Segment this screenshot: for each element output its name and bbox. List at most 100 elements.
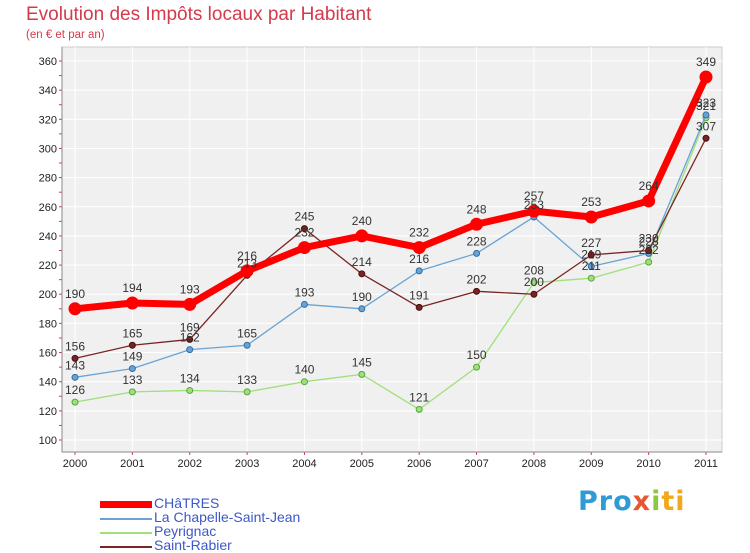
data-point-saint-rabier-2009 [587,251,595,259]
data-label-cha-tres-2001: 194 [122,281,142,295]
data-point-cha-tres-2001 [125,296,139,310]
data-point-la-chapelle-saint-jean-2001 [128,365,136,373]
data-label-la-chapelle-saint-jean-2008: 253 [524,198,544,212]
data-label-saint-rabier-2006: 191 [409,288,429,302]
legend-label-saint-rabier: Saint-Rabier [154,537,232,553]
x-tick-label-2011: 2011 [694,458,718,470]
x-tick-label-2008: 2008 [522,458,546,470]
data-label-peyrignac-2007: 150 [467,348,487,362]
data-label-peyrignac-2009: 211 [582,259,601,273]
data-point-cha-tres-2003 [240,264,254,278]
x-tick-label-2003: 2003 [235,458,259,470]
data-point-cha-tres-2006 [412,241,426,255]
data-label-la-chapelle-saint-jean-2004: 193 [294,285,314,299]
y-tick-label-120: 120 [39,406,57,418]
logo-part-3: i [651,486,662,517]
data-point-la-chapelle-saint-jean-2004 [300,300,308,308]
data-label-la-chapelle-saint-jean-2007: 228 [467,234,487,248]
data-label-saint-rabier-2005: 214 [352,255,372,269]
data-label-la-chapelle-saint-jean-2010: 228 [639,234,659,248]
data-point-peyrignac-2000 [71,398,79,406]
x-tick-label-2010: 2010 [636,458,660,470]
data-point-saint-rabier-2004 [300,225,308,233]
data-label-peyrignac-2010: 222 [639,243,659,257]
x-tick-label-2006: 2006 [407,458,431,470]
y-tick-label-160: 160 [39,348,57,360]
data-label-la-chapelle-saint-jean-2001: 149 [122,350,142,364]
logo-part-2: x [632,486,652,517]
data-point-saint-rabier-2000 [71,354,79,362]
legend-swatch-peyrignac [100,532,152,534]
data-point-cha-tres-2005 [355,229,369,243]
data-point-saint-rabier-2001 [128,341,136,349]
y-tick-label-300: 300 [39,143,57,155]
data-label-la-chapelle-saint-jean-2002: 162 [180,331,200,345]
legend-item-saint-rabier: Saint-Rabier [100,537,420,553]
data-label-peyrignac-2002: 134 [180,371,200,385]
x-tick-label-2009: 2009 [579,458,603,470]
data-point-cha-tres-2009 [584,210,598,224]
data-label-peyrignac-2011: 321 [696,99,716,113]
series-line-peyrignac [74,117,707,411]
data-label-saint-rabier-2002: 169 [180,320,200,334]
data-point-cha-tres-2011 [699,70,713,84]
legend-item-peyrignac: Peyrignac [100,523,420,539]
y-tick-label-340: 340 [39,85,57,97]
data-label-peyrignac-2000: 126 [65,383,85,397]
y-tick-label-100: 100 [39,435,57,447]
chart-title: Evolution des Impôts locaux par Habitant [26,4,372,25]
data-label-la-chapelle-saint-jean-2005: 190 [352,290,372,304]
legend-label-peyrignac: Peyrignac [154,523,217,539]
proxiti-logo: Proxiti [578,486,686,517]
data-label-peyrignac-2008: 208 [524,264,544,278]
data-point-saint-rabier-2005 [358,270,366,278]
data-label-saint-rabier-2000: 156 [65,339,85,353]
data-point-peyrignac-2004 [300,378,308,386]
data-point-peyrignac-2009 [587,274,595,282]
data-point-cha-tres-2007 [470,217,484,231]
data-point-peyrignac-2007 [473,363,481,371]
data-label-cha-tres-2004: 232 [294,226,314,240]
data-point-peyrignac-2002 [186,386,194,394]
y-tick-label-200: 200 [39,289,57,301]
data-point-cha-tres-2002 [183,297,197,311]
data-point-saint-rabier-2002 [186,335,194,343]
y-tick-label-260: 260 [39,202,57,214]
y-tick-label-220: 220 [39,260,57,272]
data-label-cha-tres-2005: 240 [352,214,372,228]
legend-swatch-chatres [100,501,152,508]
data-label-saint-rabier-2001: 165 [122,326,142,340]
data-label-cha-tres-2003: 216 [237,249,257,263]
data-point-la-chapelle-saint-jean-2002 [186,346,194,354]
legend-swatch-la-chapelle-saint-jean [100,518,152,520]
data-label-cha-tres-2006: 232 [409,226,429,240]
data-point-cha-tres-2004 [297,241,311,255]
chart-subtitle: (en € et par an) [26,29,105,41]
y-tick-label-360: 360 [39,56,57,68]
data-label-la-chapelle-saint-jean-2006: 216 [409,252,429,266]
x-tick-label-2004: 2004 [292,458,316,470]
data-label-saint-rabier-2003: 213 [237,256,257,270]
legend-label-chatres: CHâTRES [154,495,220,511]
data-label-cha-tres-2007: 248 [467,202,487,216]
data-point-peyrignac-2005 [358,370,366,378]
x-tick-label-2007: 2007 [464,458,488,470]
data-label-cha-tres-2008: 257 [524,189,544,203]
y-tick-label-280: 280 [39,173,57,185]
y-tick-label-180: 180 [39,318,57,330]
data-label-cha-tres-2002: 193 [180,282,200,296]
data-point-la-chapelle-saint-jean-2003 [243,341,251,349]
data-point-la-chapelle-saint-jean-2011 [702,111,710,119]
data-point-peyrignac-2008 [530,279,538,287]
data-label-cha-tres-2010: 264 [639,179,659,193]
data-point-la-chapelle-saint-jean-2009 [587,263,595,271]
data-point-saint-rabier-2008 [530,290,538,298]
data-point-peyrignac-2006 [415,405,423,413]
logo-part-1: Pro [578,486,633,517]
plot-area [61,46,723,453]
data-label-cha-tres-2009: 253 [581,195,601,209]
y-tick-label-140: 140 [39,377,57,389]
data-label-cha-tres-2000: 190 [65,287,85,301]
data-point-saint-rabier-2006 [415,303,423,311]
